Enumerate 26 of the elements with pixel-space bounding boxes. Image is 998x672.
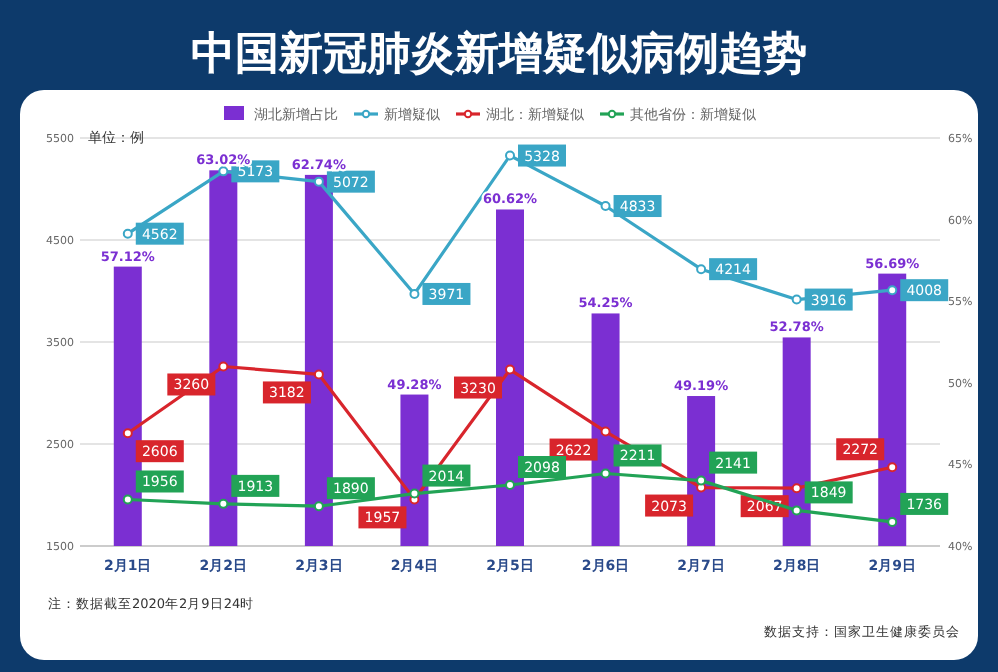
point: [409, 488, 420, 499]
point: [313, 501, 324, 512]
point: [696, 475, 707, 486]
title: 中国新冠肺炎新增疑似病例趋势: [191, 30, 807, 80]
point: [218, 166, 229, 177]
point: [887, 516, 898, 527]
point: [696, 264, 707, 275]
point: [218, 361, 229, 372]
point: [313, 369, 324, 380]
point: [600, 201, 611, 212]
point: [409, 288, 420, 299]
point: [600, 468, 611, 479]
point: [600, 426, 611, 437]
point: [505, 480, 515, 490]
point: [122, 494, 133, 505]
point: [505, 150, 515, 161]
point: [791, 505, 802, 516]
point: [887, 462, 898, 473]
point: [791, 483, 802, 494]
point: [122, 428, 133, 439]
point: [218, 498, 229, 509]
point: [791, 294, 802, 305]
point: [505, 364, 515, 375]
point: [887, 285, 898, 296]
point: [313, 176, 324, 187]
point: [122, 228, 133, 239]
